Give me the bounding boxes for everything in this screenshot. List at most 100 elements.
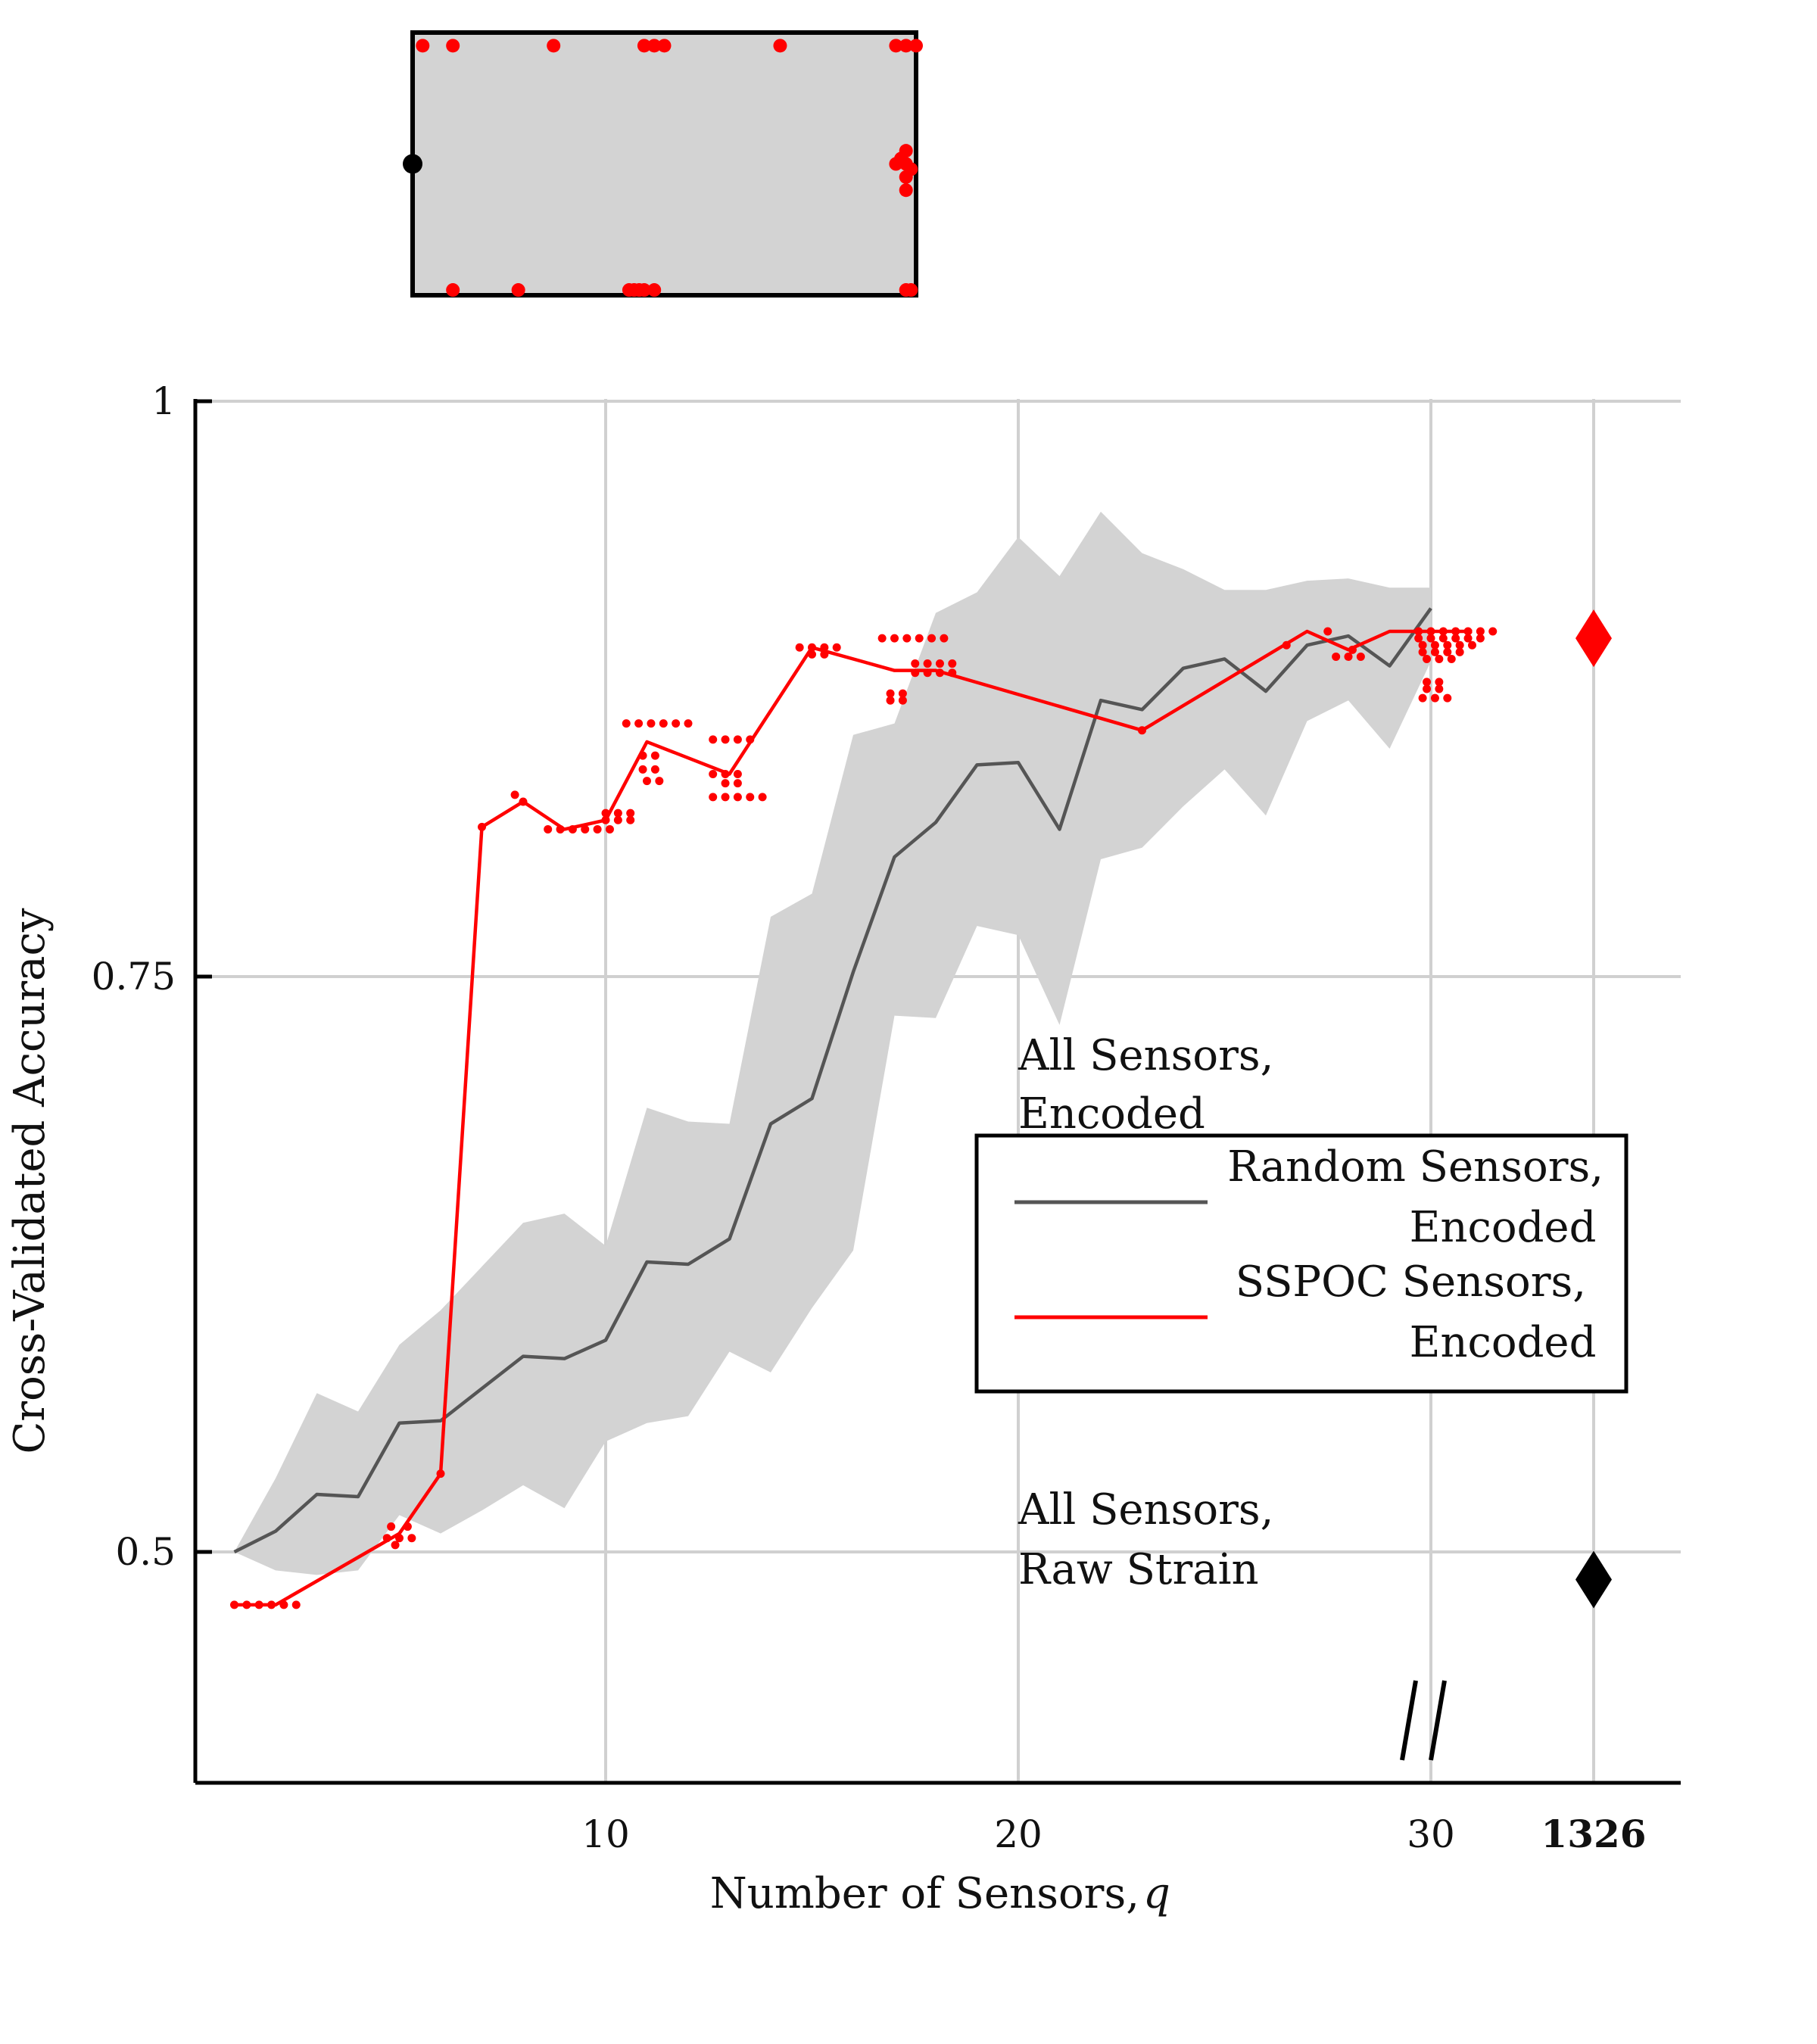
sspoc-point bbox=[1430, 640, 1439, 650]
sspoc-point bbox=[721, 769, 730, 778]
sspoc-point bbox=[898, 696, 907, 705]
sspoc-point bbox=[1356, 652, 1365, 661]
x-axis-label-variable: q bbox=[1143, 1869, 1170, 1918]
inset-sensor-point bbox=[416, 39, 430, 53]
x-tick-label: 20 bbox=[994, 1812, 1043, 1856]
sspoc-point bbox=[1435, 678, 1444, 687]
inset-sensor-point bbox=[889, 39, 903, 53]
sspoc-point bbox=[626, 815, 635, 824]
sspoc-point bbox=[940, 634, 949, 643]
sspoc-point bbox=[605, 824, 614, 833]
legend-random-label-2: Encoded bbox=[1410, 1203, 1597, 1252]
inset-sensor-point bbox=[889, 157, 903, 171]
sspoc-point bbox=[650, 765, 659, 774]
y-axis-label: Cross-Validated Accuracy bbox=[5, 908, 55, 1454]
sspoc-point bbox=[254, 1600, 263, 1609]
sspoc-point bbox=[935, 659, 944, 668]
sspoc-point bbox=[1426, 627, 1435, 636]
sspoc-point bbox=[510, 790, 519, 799]
sspoc-point bbox=[898, 689, 907, 698]
y-tick-label: 0.75 bbox=[92, 955, 176, 999]
inset-sensor-point bbox=[899, 183, 913, 198]
sspoc-point bbox=[622, 719, 631, 728]
sspoc-point bbox=[403, 1522, 412, 1531]
sspoc-point bbox=[242, 1600, 251, 1609]
sspoc-point bbox=[1435, 654, 1444, 663]
sspoc-point bbox=[923, 659, 932, 668]
random-band-area bbox=[234, 511, 1431, 1575]
sspoc-point bbox=[638, 765, 647, 774]
sspoc-point bbox=[1430, 647, 1439, 656]
sspoc-point bbox=[519, 797, 528, 806]
sspoc-point bbox=[267, 1600, 276, 1609]
sspoc-point bbox=[1414, 627, 1423, 636]
sspoc-point bbox=[709, 793, 718, 802]
sspoc-point bbox=[1463, 627, 1473, 636]
sspoc-point bbox=[1455, 640, 1464, 650]
sspoc-point bbox=[568, 824, 577, 833]
sspoc-point bbox=[643, 777, 651, 786]
sspoc-point bbox=[1476, 634, 1485, 643]
random-sensors-line bbox=[233, 607, 1432, 1554]
sspoc-point bbox=[1488, 627, 1498, 636]
sspoc-point bbox=[1435, 684, 1444, 693]
sspoc-point bbox=[387, 1522, 396, 1531]
annotation-encoded-line2: Encoded bbox=[1018, 1089, 1205, 1139]
inset-sensor-point bbox=[446, 39, 460, 53]
sspoc-point bbox=[1438, 634, 1448, 643]
sspoc-point bbox=[1451, 627, 1460, 636]
annotation-encoded-line1: All Sensors, bbox=[1018, 1031, 1273, 1080]
sspoc-point bbox=[1423, 654, 1432, 663]
y-tick-label: 1 bbox=[151, 379, 176, 423]
x-tick-label: 10 bbox=[581, 1812, 630, 1856]
sspoc-point bbox=[1455, 647, 1464, 656]
sspoc-point bbox=[915, 634, 924, 643]
sspoc-point bbox=[1426, 634, 1435, 643]
sspoc-point bbox=[927, 634, 937, 643]
sspoc-point bbox=[721, 779, 730, 788]
sspoc-point bbox=[1430, 693, 1439, 703]
sspoc-point bbox=[1414, 634, 1423, 643]
sspoc-point bbox=[733, 769, 742, 778]
legend: Random Sensors, Encoded SSPOC Sensors, E… bbox=[974, 1133, 1628, 1394]
legend-box bbox=[974, 1133, 1628, 1394]
sspoc-point bbox=[436, 1469, 445, 1478]
sspoc-point bbox=[1443, 647, 1452, 656]
sspoc-point bbox=[395, 1534, 404, 1543]
sspoc-point bbox=[820, 643, 829, 652]
sspoc-point bbox=[1443, 640, 1452, 650]
inset-sensor-point bbox=[904, 162, 918, 176]
sspoc-point bbox=[1332, 652, 1341, 661]
inset-sensor-point bbox=[637, 283, 651, 298]
random-band bbox=[234, 511, 1431, 1575]
sspoc-point bbox=[808, 650, 816, 659]
sspoc-point bbox=[655, 777, 664, 786]
sspoc-point bbox=[1323, 627, 1332, 636]
inset-plate bbox=[403, 30, 923, 298]
sspoc-point bbox=[721, 793, 730, 802]
sspoc-point bbox=[709, 735, 718, 744]
sspoc-point bbox=[1418, 693, 1427, 703]
sspoc-point bbox=[601, 809, 610, 818]
sspoc-scatter bbox=[230, 627, 1498, 1609]
annotation-raw-line2: Raw Strain bbox=[1018, 1545, 1259, 1594]
sspoc-point bbox=[613, 809, 622, 818]
sspoc-point bbox=[1418, 647, 1427, 656]
sspoc-point bbox=[593, 824, 602, 833]
sspoc-point bbox=[746, 793, 755, 802]
sspoc-point bbox=[1447, 654, 1456, 663]
sspoc-point bbox=[581, 824, 590, 833]
sspoc-point bbox=[795, 643, 804, 652]
sspoc-point bbox=[935, 668, 944, 678]
sspoc-point bbox=[1418, 640, 1427, 650]
sspoc-point bbox=[923, 668, 932, 678]
sspoc-point bbox=[1463, 634, 1473, 643]
y-tick-label: 0.5 bbox=[115, 1530, 176, 1574]
legend-sspoc-label-2: Encoded bbox=[1410, 1318, 1597, 1367]
all-sensors-raw-marker bbox=[1575, 1550, 1612, 1609]
inset-points bbox=[403, 39, 923, 298]
legend-random-label-1: Random Sensors, bbox=[1227, 1142, 1604, 1192]
sspoc-point bbox=[1476, 627, 1485, 636]
sspoc-point bbox=[1443, 693, 1452, 703]
inset-sensor-point bbox=[647, 283, 662, 298]
